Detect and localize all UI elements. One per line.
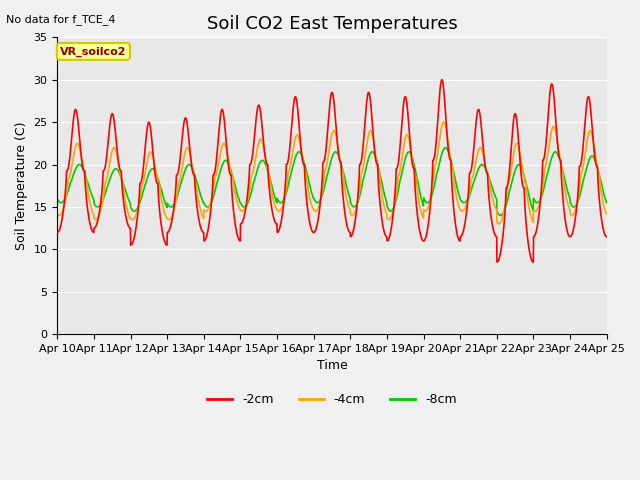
X-axis label: Time: Time — [317, 360, 348, 372]
Text: No data for f_TCE_4: No data for f_TCE_4 — [6, 14, 116, 25]
Y-axis label: Soil Temperature (C): Soil Temperature (C) — [15, 121, 28, 250]
Text: VR_soilco2: VR_soilco2 — [60, 46, 127, 57]
Legend: -2cm, -4cm, -8cm: -2cm, -4cm, -8cm — [202, 388, 462, 411]
Title: Soil CO2 East Temperatures: Soil CO2 East Temperatures — [207, 15, 458, 33]
